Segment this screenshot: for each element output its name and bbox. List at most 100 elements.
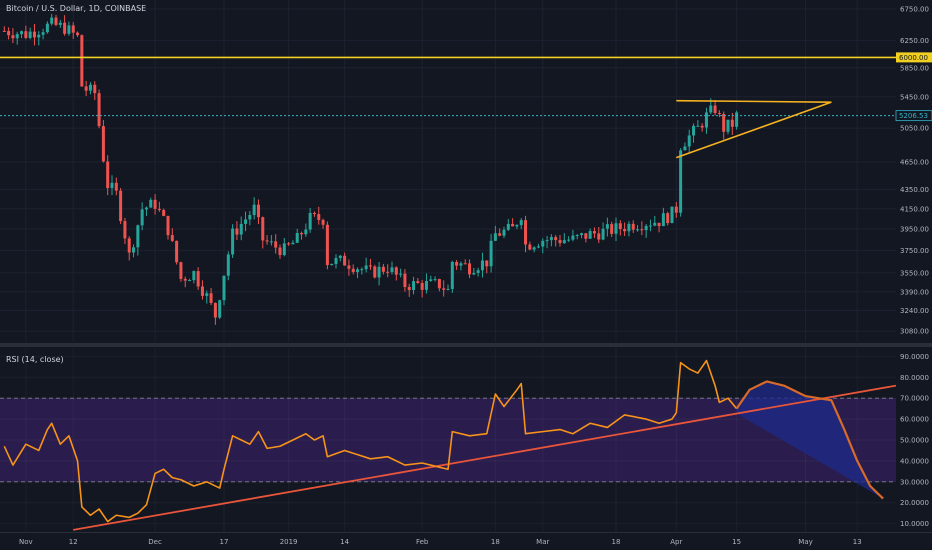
candle-body: [334, 258, 338, 264]
candle-body: [433, 279, 437, 281]
price-pane[interactable]: 3080.00 3240.00 3390.00 3550.00 3750.00 3950.…: [0, 0, 932, 342]
candle-body: [407, 286, 411, 291]
candle-body: [666, 213, 670, 224]
candle-body: [640, 229, 644, 231]
candle-body: [532, 247, 536, 250]
pane-separator[interactable]: [0, 343, 932, 347]
candle-body: [657, 222, 661, 227]
triangle-upper-line[interactable]: [676, 99, 832, 103]
candle-body: [506, 223, 510, 230]
candle-body: [584, 233, 588, 239]
candle-body: [132, 247, 136, 253]
price-tick-label: 6250.00: [900, 37, 929, 45]
candle-body: [356, 269, 360, 273]
candle-body: [188, 280, 192, 282]
price-tick-label: 3390.00: [900, 288, 929, 296]
candle-body: [15, 34, 19, 39]
candle-body: [136, 225, 140, 248]
candle-body: [50, 17, 54, 24]
candle-body: [244, 219, 248, 224]
triangle-lower-line[interactable]: [676, 101, 832, 159]
candle-body: [256, 204, 260, 218]
candle-body: [127, 238, 131, 253]
time-tick-label: Nov: [19, 538, 33, 546]
candle-body: [312, 212, 316, 215]
rsi-tick-label: 50.0000: [900, 437, 929, 445]
price-axis[interactable]: 3080.00 3240.00 3390.00 3550.00 3750.00 3950.…: [895, 0, 932, 342]
candle-body: [476, 270, 480, 273]
candle-body: [67, 25, 71, 34]
rsi-tick-label: 90.0000: [900, 353, 929, 361]
price-tick-label: 5050.00: [900, 125, 929, 133]
rsi-axis[interactable]: 10.0000 20.0000 30.0000 40.0000 50.0000 60.00…: [896, 348, 932, 532]
candle-body: [274, 241, 278, 248]
price-candles: [2, 13, 739, 325]
candle-body: [364, 265, 368, 270]
rsi-projection-line[interactable]: [735, 380, 884, 500]
candle-body: [618, 223, 622, 229]
candle-body: [485, 260, 489, 267]
candle-body: [623, 228, 627, 232]
candle-body: [687, 135, 691, 147]
price-tick-label: 3950.00: [900, 226, 929, 234]
candle-body: [2, 30, 6, 32]
price-tick-label: 3550.00: [900, 269, 929, 277]
rsi-grid: [0, 348, 896, 532]
candle-body: [110, 182, 114, 189]
candle-body: [545, 240, 549, 242]
candle-body: [179, 262, 183, 279]
candle-body: [696, 125, 700, 127]
candle-body: [175, 240, 179, 263]
resistance-label: 6000.00: [899, 54, 928, 62]
candle-body: [644, 225, 648, 231]
candle-body: [511, 223, 515, 227]
candle-body: [231, 228, 235, 255]
candle-body: [722, 113, 726, 132]
candle-body: [524, 220, 528, 245]
candle-body: [588, 231, 592, 239]
candle-body: [170, 235, 174, 241]
price-tick-label: 4650.00: [900, 159, 929, 167]
candle-body: [157, 208, 161, 210]
candle-body: [601, 228, 605, 240]
candle-body: [463, 263, 467, 265]
candle-body: [717, 113, 721, 115]
candle-body: [200, 286, 204, 296]
rsi-tick-label: 20.0000: [900, 499, 929, 507]
time-axis[interactable]: Nov 12 Dec 17 2019 14 Feb 18 Mar 18 Apr 15 May 13: [0, 532, 932, 550]
rsi-marks: [3, 359, 897, 531]
candle-body: [735, 112, 739, 127]
candle-body: [106, 161, 110, 189]
rsi-trendline[interactable]: [73, 384, 897, 531]
candle-body: [76, 32, 80, 36]
candle-body: [610, 224, 614, 234]
rsi-pane[interactable]: 10.0000 20.0000 30.0000 40.0000 50.0000 60.00…: [0, 348, 932, 532]
candle-body: [37, 34, 41, 38]
candle-body: [373, 266, 377, 278]
candle-body: [713, 105, 717, 114]
candle-body: [88, 84, 92, 91]
candle-body: [338, 255, 342, 259]
candle-body: [558, 240, 562, 244]
candle-body: [248, 215, 252, 220]
candle-body: [304, 229, 308, 235]
candle-body: [295, 233, 299, 243]
candle-body: [54, 17, 58, 25]
candle-body: [123, 221, 127, 239]
candle-body: [144, 207, 148, 210]
price-tick-label: 3750.00: [900, 247, 929, 255]
candle-body: [536, 246, 540, 248]
candle-body: [424, 280, 428, 290]
price-tick-label: 3240.00: [900, 307, 929, 315]
candle-body: [321, 219, 325, 225]
candle-body: [679, 150, 683, 213]
candle-body: [631, 223, 635, 230]
candle-body: [343, 255, 347, 266]
time-tick-label: 18: [612, 538, 621, 546]
candle-body: [648, 225, 652, 227]
price-tick-label: 5450.00: [900, 93, 929, 101]
rsi-tick-label: 40.0000: [900, 457, 929, 465]
candle-body: [300, 233, 304, 235]
